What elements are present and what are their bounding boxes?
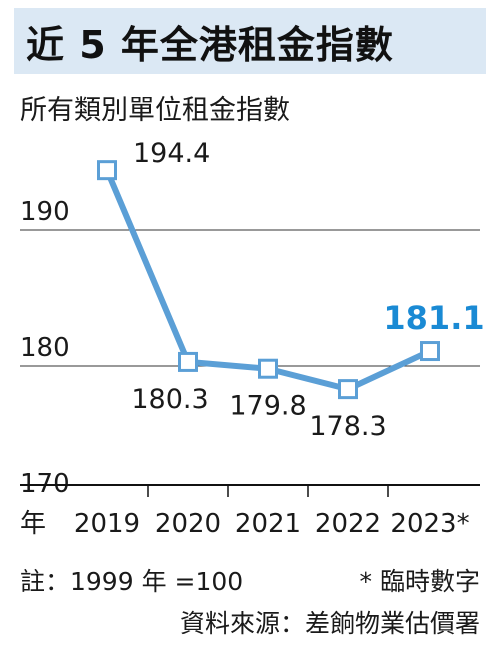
y-tick-label: 190 [20,197,70,227]
title-banner [14,8,486,74]
chart-title: 近 5 年全港租金指數 [26,23,394,67]
data-point [97,160,117,181]
data-point [420,341,440,362]
series-line [104,168,432,393]
data-label: 178.3 [309,411,386,442]
x-tick-label: 2019 [74,509,140,539]
x-tick-label: 2022 [315,509,381,539]
x-tick-label: 2020 [155,509,221,539]
data-point [338,379,358,400]
data-label-highlight: 181.1 [383,299,484,337]
data-point [258,358,278,379]
x-tick-label: 2023* [390,509,469,539]
y-tick-label: 180 [20,333,70,363]
x-tick-label: 2021 [235,509,301,539]
provisional-footnote: * 臨時數字 [359,567,480,596]
chart-subtitle: 所有類別單位租金指數 [20,95,290,126]
data-point [178,351,198,372]
data-label: 194.4 [133,138,210,169]
data-label: 179.8 [229,391,306,422]
data-label: 180.3 [131,384,208,415]
source-credit: 資料來源：差餉物業估價署 [179,609,480,638]
base-year-note: 註：1999 年 =100 [20,567,244,596]
x-axis-label: 年 [20,509,46,539]
